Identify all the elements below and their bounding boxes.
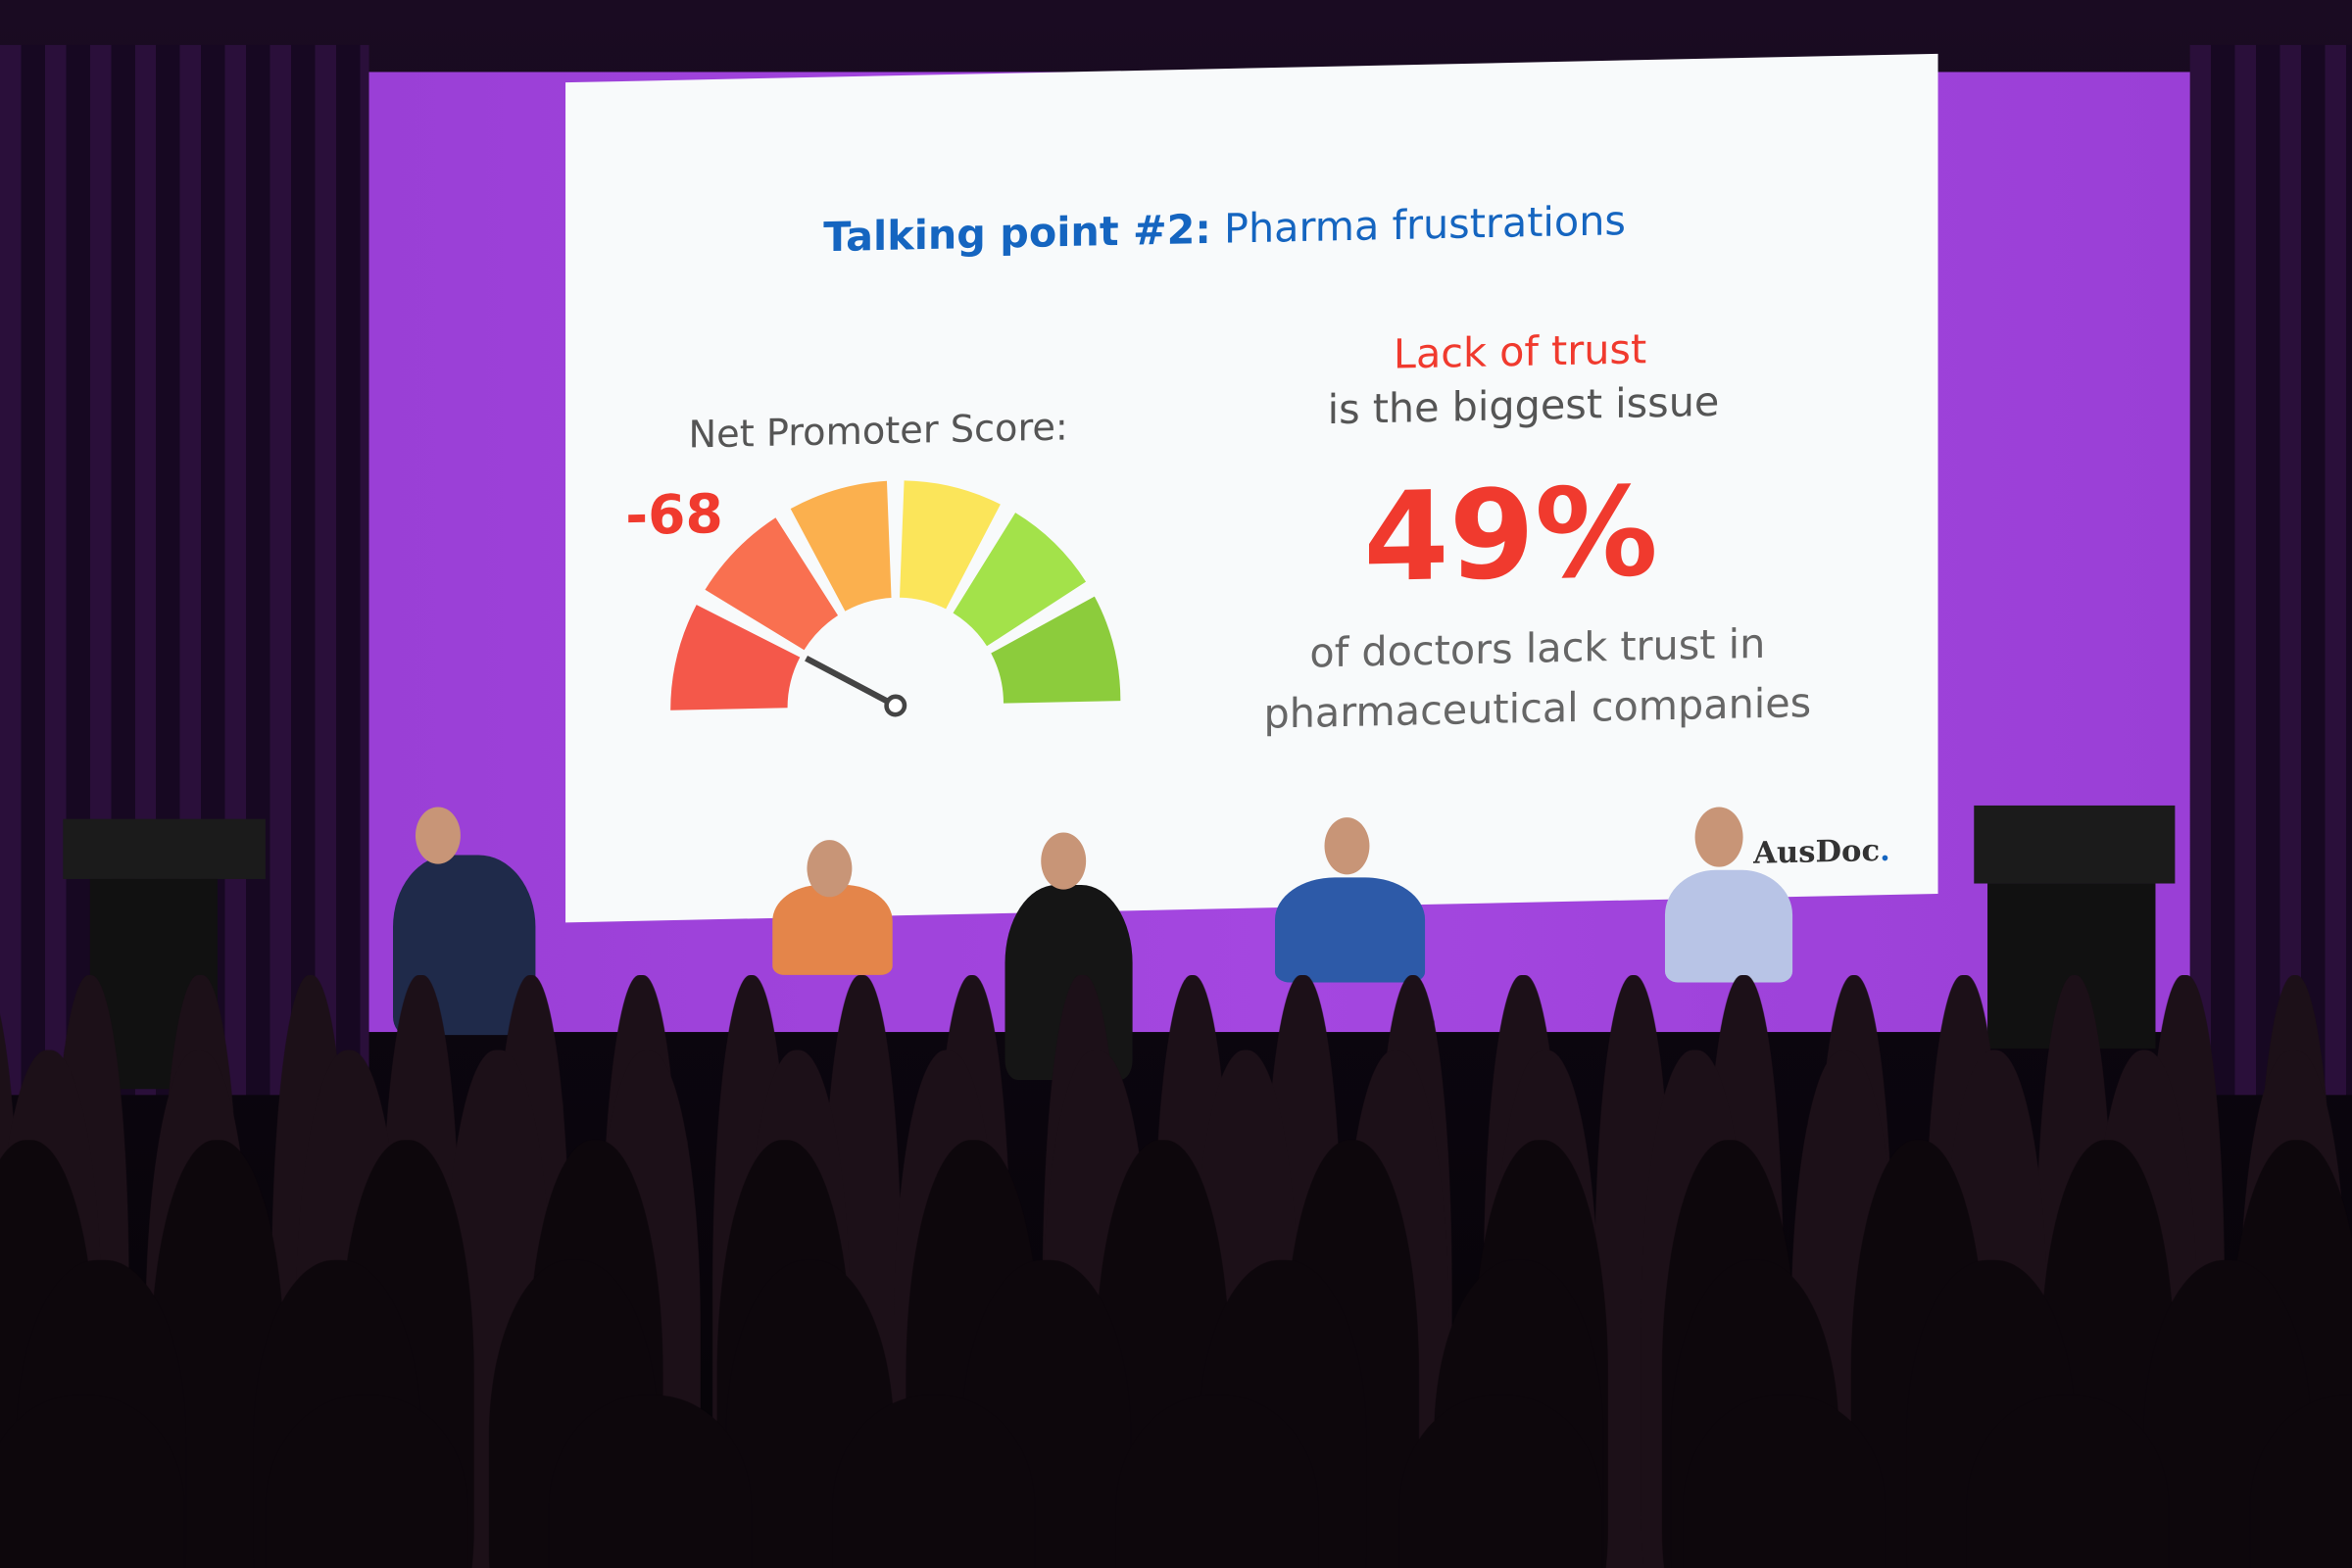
panelist-5 [1664, 869, 1793, 983]
audience-member [1966, 1395, 2170, 1568]
gauge-segment [790, 480, 892, 612]
right-curtain [2189, 44, 2352, 1096]
audience-member [1399, 1395, 1602, 1568]
slide-title: Talking point #2: Pharma frustrations [823, 198, 1626, 262]
panelist-4 [1275, 877, 1426, 983]
panelist-3-head [1041, 832, 1087, 890]
ausdoc-logo: AusDoc. [1753, 831, 1890, 871]
nps-label: Net Promoter Score: [688, 405, 1068, 457]
gauge-segment [705, 517, 839, 651]
audience-member [549, 1395, 752, 1568]
left-podium [63, 818, 266, 879]
big-stat: 49% [1363, 462, 1658, 611]
gauge-pivot [884, 694, 907, 717]
nps-gauge [670, 480, 1121, 717]
panelist-5-head [1694, 807, 1743, 867]
gauge-segment [953, 513, 1087, 647]
gauge-segment [670, 605, 801, 710]
headline: is the biggest issue [1327, 379, 1720, 434]
presentation-slide: Talking point #2: Pharma frustrations Ne… [565, 53, 1938, 923]
gauge-segment [991, 596, 1121, 704]
panelist-2-head [807, 840, 853, 898]
audience-member [1115, 1395, 1319, 1568]
audience-member [832, 1395, 1036, 1568]
stat-caption: of doctors lack trust in pharmaceutical c… [1263, 621, 1812, 739]
headline-red: Lack of trust [1393, 326, 1647, 379]
panelist-1-head [415, 807, 461, 864]
audience-member [265, 1395, 468, 1568]
gauge-segment [899, 480, 1001, 610]
panelist-2 [772, 885, 893, 975]
audience-member [1683, 1395, 1886, 1568]
right-podium [1974, 805, 2176, 884]
gauge-needle [805, 656, 898, 709]
panelist-4-head [1324, 817, 1370, 875]
